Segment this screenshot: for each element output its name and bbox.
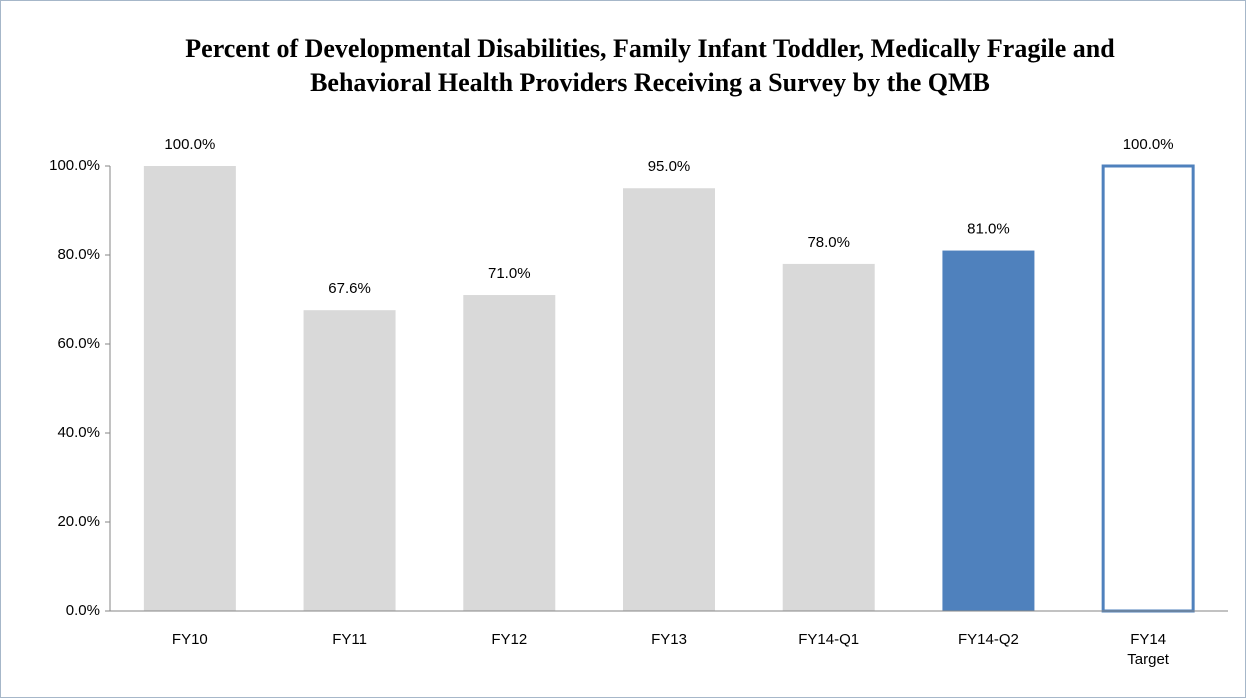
x-tick-label: FY13 bbox=[651, 631, 687, 648]
data-label: 95.0% bbox=[648, 158, 691, 175]
x-tick-label: FY11 bbox=[332, 631, 367, 648]
data-label: 71.0% bbox=[488, 265, 531, 282]
y-tick-label: 0.0% bbox=[66, 602, 100, 619]
data-label: 81.0% bbox=[967, 221, 1010, 238]
y-tick-label: 20.0% bbox=[57, 513, 100, 530]
bar bbox=[942, 250, 1035, 612]
bar bbox=[1101, 164, 1195, 613]
bar bbox=[463, 295, 556, 611]
y-tick-label: 80.0% bbox=[57, 246, 100, 263]
y-tick-label: 40.0% bbox=[57, 424, 100, 441]
y-tick-label: 100.0% bbox=[49, 157, 100, 174]
x-tick-label: FY12 bbox=[491, 631, 528, 648]
x-tick-label: FY10 bbox=[171, 631, 208, 648]
chart-title: Percent of Developmental Disabilities, F… bbox=[185, 34, 1115, 97]
bar bbox=[782, 263, 875, 611]
data-label: 78.0% bbox=[807, 234, 850, 251]
bar bbox=[303, 310, 396, 611]
data-label: 100.0% bbox=[1123, 136, 1174, 153]
x-tick-label: FY14-Q1 bbox=[798, 631, 860, 648]
data-label: 100.0% bbox=[164, 136, 215, 153]
bar bbox=[623, 188, 715, 611]
bar bbox=[143, 166, 236, 611]
x-tick-label: FY14-Q2 bbox=[957, 631, 1019, 648]
data-label: 67.6% bbox=[328, 280, 371, 297]
y-tick-label: 60.0% bbox=[57, 335, 100, 352]
x-tick-label: FY14 Target bbox=[1127, 631, 1169, 668]
